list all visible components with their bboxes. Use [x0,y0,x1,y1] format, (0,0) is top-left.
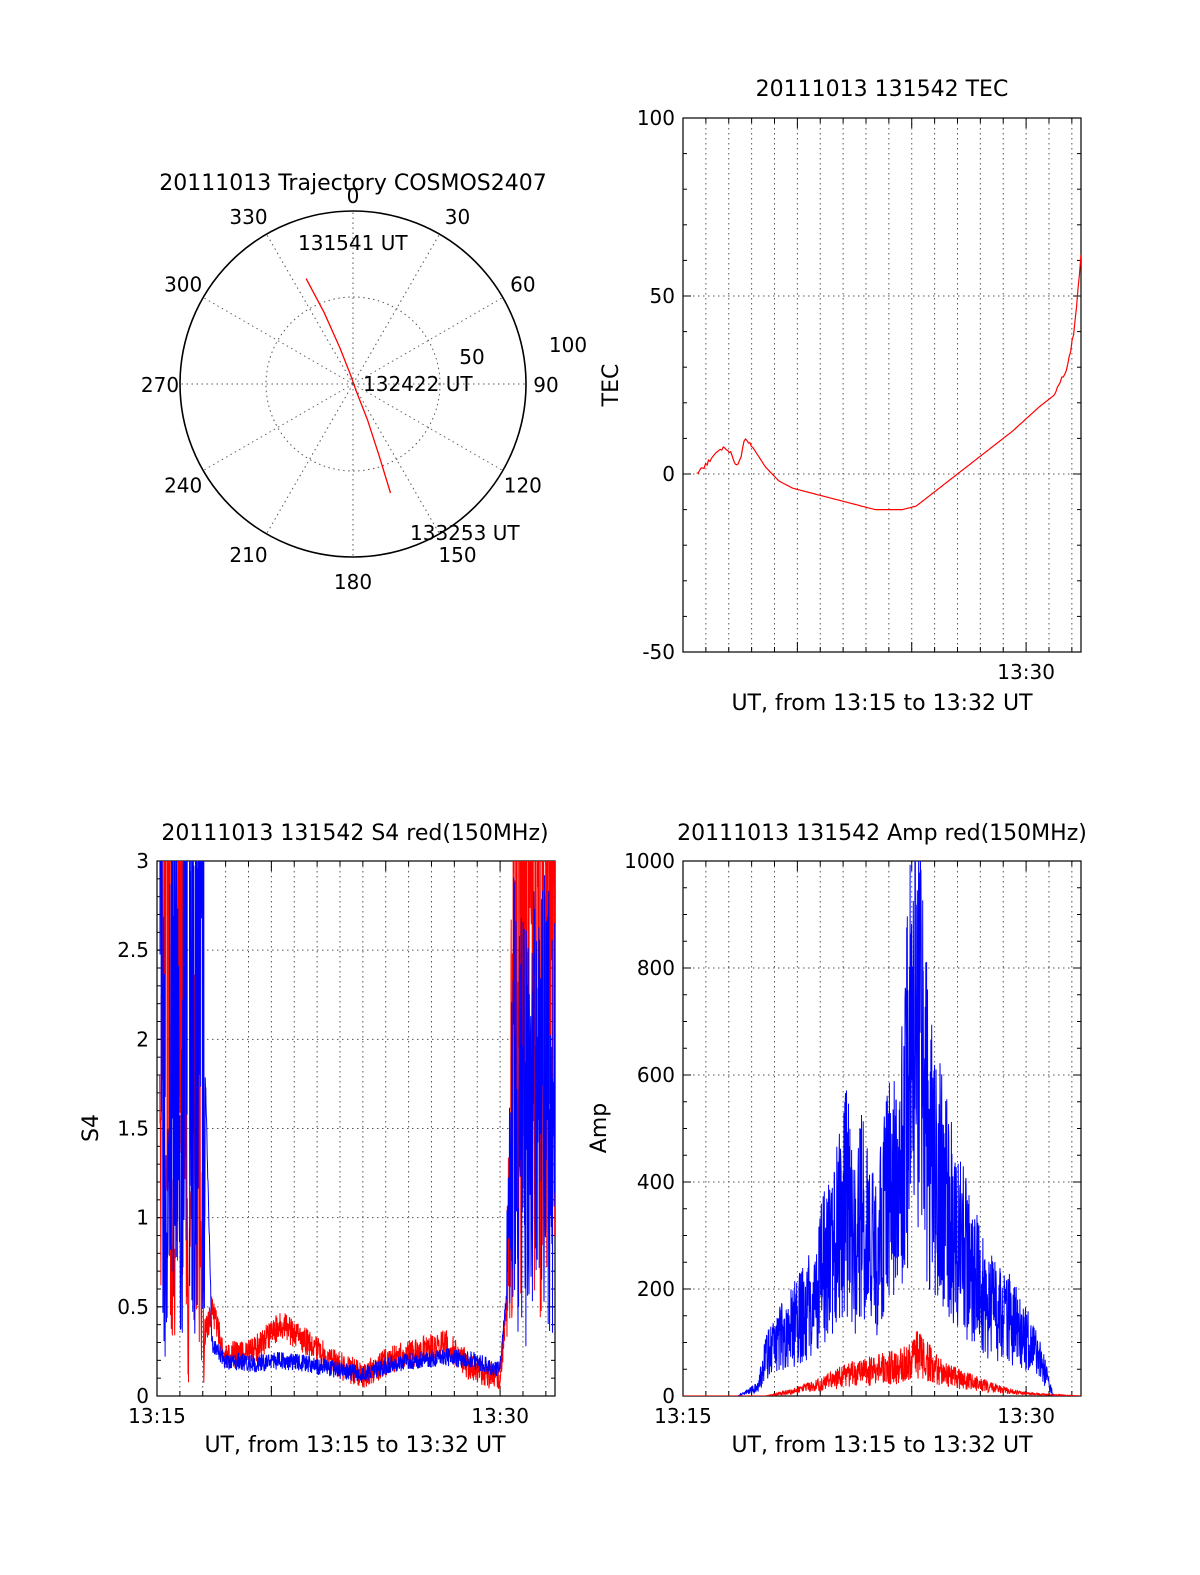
plot-area [696,254,1081,511]
polar-angle-label: 330 [229,205,267,229]
tec-panel: 20111013 131542 TEC UT, from 13:15 to 13… [599,77,1082,716]
polar-angle-label: 300 [164,273,202,297]
trajectory-mid-label: 132422 UT [363,372,473,396]
polar-angle-label: 210 [229,543,267,567]
series-line-1 [159,861,555,1383]
series-line-0 [683,861,1081,1396]
amp-xlabel: UT, from 13:15 to 13:32 UT [731,1433,1033,1458]
series-line-1 [683,1331,1081,1396]
y-tick-label: 400 [637,1170,675,1194]
polar-angle-label: 90 [533,373,558,397]
plot-area [159,861,555,1390]
amp-ylabel: Amp [587,1103,612,1153]
s4-panel: 20111013 131542 S4 red(150MHz) UT, from … [79,821,556,1458]
x-tick-label: 13:30 [471,1404,529,1428]
y-tick-label: 3 [136,849,149,873]
s4-xlabel: UT, from 13:15 to 13:32 UT [204,1433,506,1458]
polar-angle-label: 30 [445,205,470,229]
s4-title: 20111013 131542 S4 red(150MHz) [161,821,548,846]
trajectory-line [305,278,392,494]
y-tick-label: 1000 [624,849,675,873]
y-tick-label: 100 [637,106,675,130]
y-tick-label: 0 [662,462,675,486]
x-tick-label: 13:15 [128,1404,186,1428]
y-tick-label: 2.5 [117,938,149,962]
y-tick-label: 1.5 [117,1117,149,1141]
polar-spoke [202,297,354,385]
polar-radial-label: 50 [459,345,484,369]
amp-panel: 20111013 131542 Amp red(150MHz) UT, from… [587,821,1087,1458]
polar-spoke [352,233,440,385]
plot-frame [682,117,1082,653]
polar-radial-label: 100 [549,333,587,357]
trajectory-end-label: 133253 UT [410,521,520,545]
s4-ylabel: S4 [79,1114,104,1142]
polar-spoke [352,383,504,471]
y-tick-label: 2 [136,1027,149,1051]
x-tick-label: 13:15 [654,1404,712,1428]
polar-spoke [202,383,354,471]
polar-angle-label: 270 [141,373,179,397]
polar-spoke [266,233,354,385]
polar-grid-circle [265,296,441,472]
y-tick-label: 0.5 [117,1295,149,1319]
polar-spoke [352,383,440,535]
amp-title: 20111013 131542 Amp red(150MHz) [677,821,1087,846]
y-tick-label: 0 [662,1384,675,1408]
polar-angle-label: 150 [438,543,476,567]
series-line-0 [696,254,1081,511]
polar-angle-label: 180 [334,570,372,594]
y-tick-label: 1 [136,1206,149,1230]
polar-angle-label: 120 [504,474,542,498]
x-tick-label: 13:30 [997,660,1055,684]
plot-area [683,861,1081,1396]
trajectory-start-label: 131541 UT [298,231,408,255]
polar-spoke [266,383,354,535]
tec-xlabel: UT, from 13:15 to 13:32 UT [731,691,1033,716]
polar-angle-label: 60 [510,273,535,297]
y-tick-label: 600 [637,1063,675,1087]
y-tick-label: 0 [136,1384,149,1408]
x-tick-label: 13:30 [997,1404,1055,1428]
polar-title: 20111013 Trajectory COSMOS2407 [159,171,546,196]
y-tick-label: 800 [637,956,675,980]
polar-angle-label: 0 [347,184,360,208]
polar-spoke [352,297,504,385]
polar-angle-label: 240 [164,474,202,498]
y-tick-label: -50 [642,640,675,664]
polar-trajectory-panel: 20111013 Trajectory COSMOS2407 0 30 60 90 12… [141,171,587,594]
tec-title: 20111013 131542 TEC [756,77,1009,102]
y-tick-label: 200 [637,1277,675,1301]
tec-ylabel: TEC [599,364,624,408]
polar-outer-circle [179,210,527,558]
series-line-0 [159,861,555,1390]
y-tick-label: 50 [650,284,675,308]
